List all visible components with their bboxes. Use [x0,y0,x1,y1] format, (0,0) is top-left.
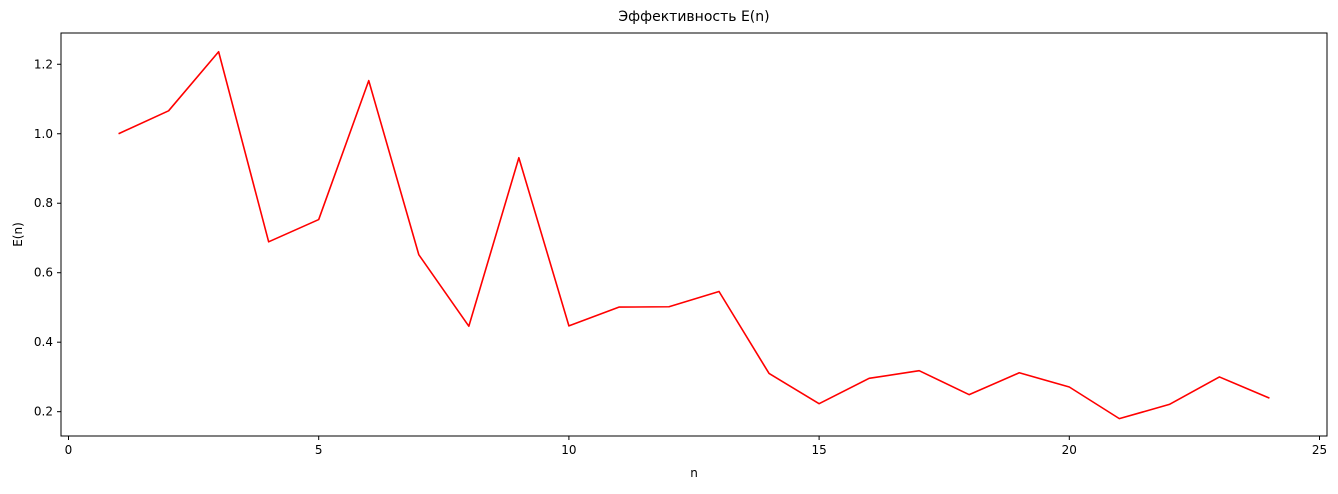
data-point [1218,376,1220,378]
x-tick-label: 20 [1062,443,1077,457]
data-point [468,325,470,327]
y-axis-label: E(n) [11,222,25,247]
x-axis-label: n [690,466,698,480]
data-point [418,254,420,256]
data-point [168,110,170,112]
data-point [568,325,570,327]
plot-area-frame [60,32,1328,437]
y-axis-ticks: 0.2 0.4 0.6 0.8 1.0 1.2 [34,57,61,419]
data-point [1018,372,1020,374]
data-point [1068,386,1070,388]
data-point [618,306,620,308]
y-tick-label: 0.6 [34,266,53,280]
x-tick-label: 15 [811,443,826,457]
data-point [918,370,920,372]
series-layer [118,50,1270,420]
data-point [1118,418,1120,420]
y-tick-label: 0.4 [34,335,53,349]
y-tick-label: 1.0 [34,127,53,141]
data-point [1268,397,1270,399]
data-point [118,133,120,135]
y-tick-label: 0.8 [34,196,53,210]
data-point [518,157,520,159]
y-tick-label: 1.2 [34,57,53,71]
x-tick-label: 25 [1312,443,1327,457]
data-point [718,290,720,292]
data-point [368,80,370,82]
data-point [318,219,320,221]
y-tick-label: 0.2 [34,405,53,419]
data-point [218,51,220,53]
chart-title: Эффективность E(n) [618,9,769,25]
series-line [118,50,1270,420]
x-tick-label: 0 [65,443,73,457]
x-axis-ticks: 0 5 10 15 20 25 [65,436,1327,457]
data-point [668,306,670,308]
data-point [818,403,820,405]
x-tick-label: 10 [561,443,576,457]
data-point [768,372,770,374]
data-point [1168,403,1170,405]
data-point [868,377,870,379]
data-point [268,241,270,243]
x-tick-label: 5 [315,443,323,457]
data-point [968,394,970,396]
